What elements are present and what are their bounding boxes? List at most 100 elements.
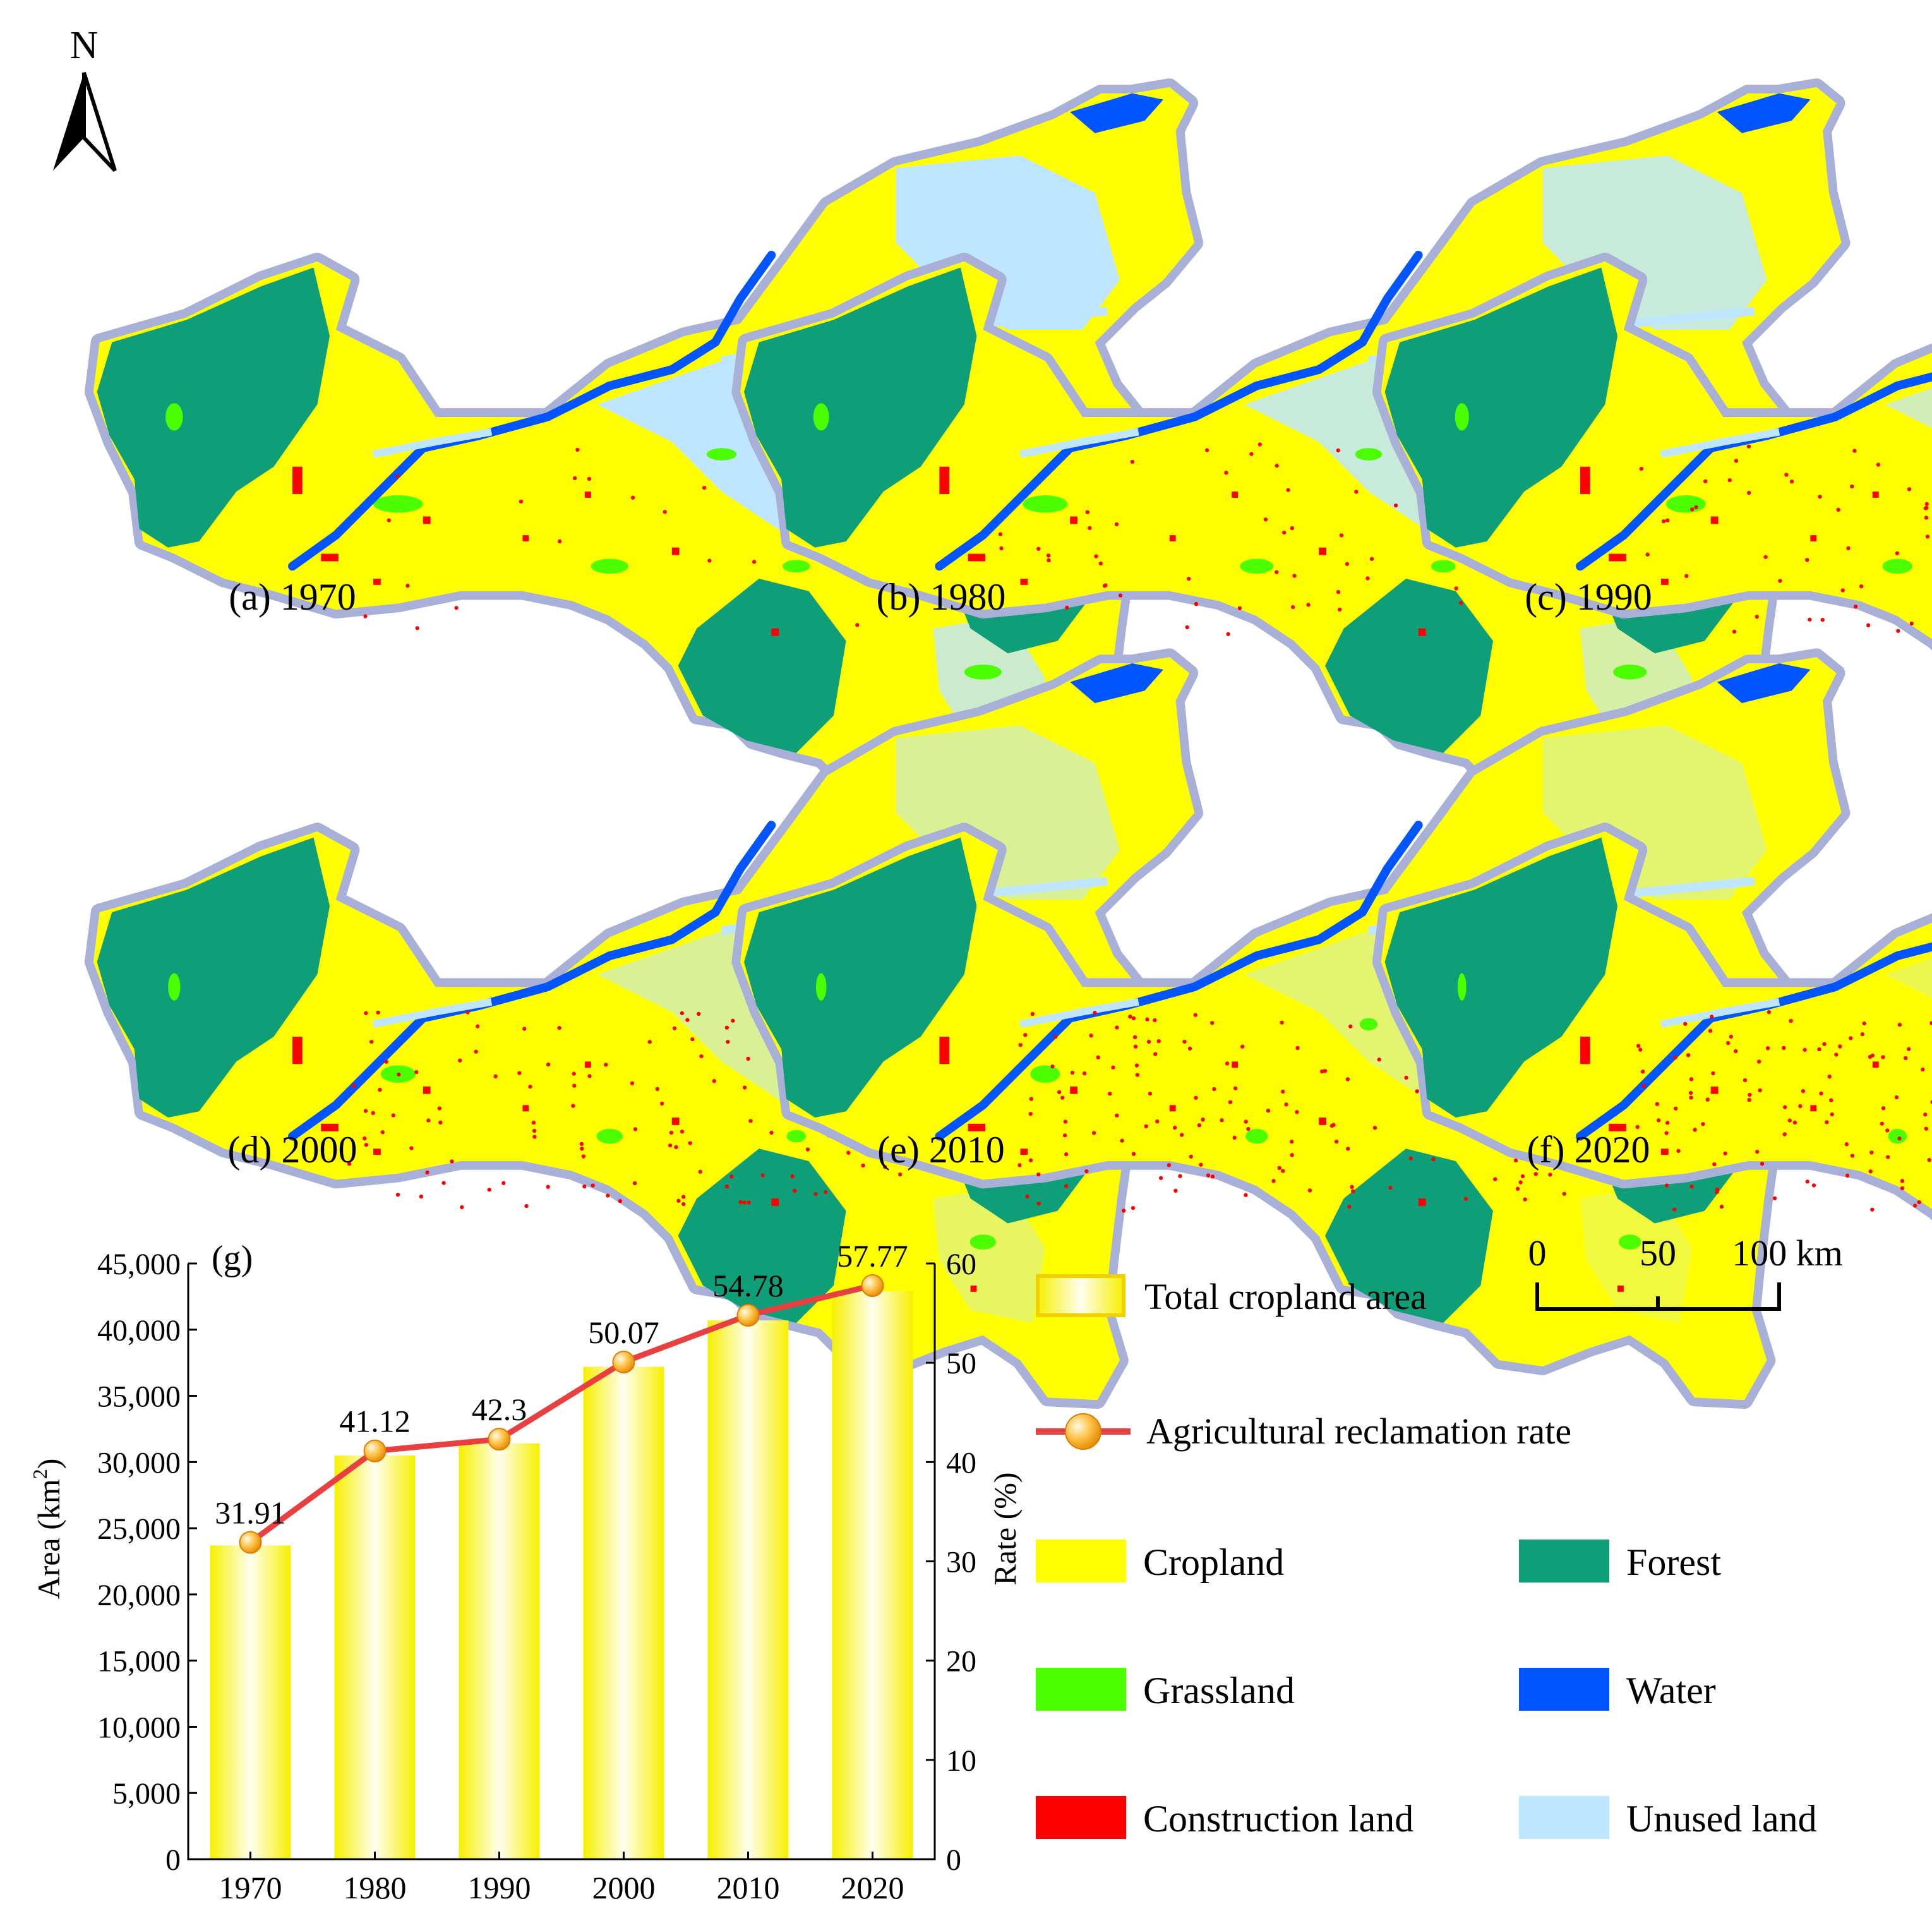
map-grassland	[1245, 1129, 1268, 1144]
map-construction-land	[1686, 1053, 1690, 1057]
map-construction-land	[1282, 531, 1286, 534]
map-construction-land	[1803, 1048, 1806, 1052]
map-construction-land	[1689, 1095, 1693, 1099]
map-construction-land	[1345, 562, 1349, 566]
map-construction-land	[384, 1060, 388, 1064]
map-construction-land	[1873, 491, 1879, 498]
map-construction-land	[1870, 1208, 1874, 1212]
map-construction-land	[1182, 1040, 1186, 1044]
map-construction-land	[697, 1012, 700, 1016]
rate-label-2000: 50.07	[588, 1315, 659, 1350]
map-construction-land	[1617, 1286, 1624, 1292]
map-construction-land	[1924, 506, 1928, 510]
map-construction-land	[999, 546, 1003, 550]
map-construction-land	[1232, 1061, 1238, 1068]
map-construction-land	[292, 467, 303, 494]
bar-2000	[584, 1366, 664, 1859]
map-construction-land	[681, 1195, 685, 1198]
map-construction-land	[425, 1171, 429, 1174]
map-construction-land	[1025, 1195, 1029, 1198]
map-construction-land	[1083, 1071, 1086, 1075]
map-construction-land	[1755, 615, 1759, 618]
map-construction-land	[1829, 1098, 1833, 1102]
map-construction-land	[731, 1019, 735, 1023]
map-construction-land	[1917, 1200, 1921, 1204]
map-construction-land	[1290, 526, 1294, 530]
bar-1990	[459, 1444, 540, 1859]
map-construction-land	[1153, 1018, 1156, 1022]
map-construction-land	[1638, 1048, 1642, 1052]
north-arrow: N	[53, 24, 115, 171]
map-construction-land	[1291, 605, 1295, 609]
chart-panel-label: (g)	[212, 1239, 253, 1278]
map-construction-land	[748, 1119, 752, 1123]
map-construction-land	[1755, 1150, 1759, 1154]
map-construction-land	[1036, 547, 1040, 551]
map-grassland	[707, 448, 736, 461]
map-construction-land	[1708, 1029, 1712, 1033]
y-axis-right-label: Rate (%)	[987, 1472, 1023, 1585]
map-construction-land	[557, 1026, 561, 1030]
map-construction-land	[409, 1146, 413, 1150]
map-grassland	[1360, 1018, 1377, 1030]
map-construction-land	[392, 1113, 395, 1117]
map-construction-land	[405, 584, 409, 588]
y2-tick-label: 10	[946, 1744, 976, 1778]
map-construction-land	[1210, 1021, 1214, 1025]
map-construction-land	[438, 1106, 441, 1110]
map-grassland	[1666, 495, 1706, 513]
y2-tick-label: 30	[946, 1546, 976, 1579]
map-construction-land	[672, 548, 680, 555]
map-construction-land	[1783, 1106, 1787, 1109]
map-construction-land	[1194, 602, 1198, 606]
map-construction-land	[660, 1102, 664, 1106]
map-construction-land	[364, 1109, 368, 1112]
map-construction-land	[1810, 535, 1816, 541]
map-construction-land	[1900, 1179, 1904, 1183]
map-construction-land	[1047, 553, 1050, 557]
map-construction-land	[1821, 618, 1825, 622]
map-construction-land	[396, 1193, 400, 1197]
map-construction-land	[680, 1011, 684, 1015]
map-construction-land	[1657, 1118, 1660, 1122]
map-construction-land	[1023, 1033, 1027, 1037]
map-construction-land	[1758, 1088, 1762, 1092]
map-construction-land	[1672, 1207, 1676, 1211]
map-construction-land	[1793, 1121, 1797, 1124]
map-construction-land	[702, 486, 706, 490]
chart-axes	[188, 1263, 935, 1859]
map-construction-land	[898, 1173, 902, 1176]
legend-label-construction: Construction land	[1143, 1798, 1413, 1840]
map-construction-land	[738, 1200, 742, 1204]
map-construction-land	[1290, 1153, 1294, 1157]
map-construction-land	[1148, 1092, 1152, 1095]
map-construction-land	[1732, 630, 1736, 634]
map-construction-land	[1904, 1056, 1907, 1060]
map-construction-land	[1064, 1184, 1068, 1188]
map-construction-land	[1924, 1127, 1928, 1131]
map-construction-land	[1862, 1022, 1866, 1025]
map-construction-land	[364, 1143, 368, 1147]
map-construction-land	[1086, 510, 1089, 514]
map-construction-land	[1377, 1058, 1381, 1061]
map-construction-land	[1819, 1092, 1823, 1095]
panel-label-f: (f) 2020	[1527, 1129, 1650, 1171]
y-axis-left-label: Area (km2)	[28, 1459, 66, 1600]
map-construction-land	[1093, 1011, 1096, 1015]
map-construction-land	[1689, 1185, 1693, 1188]
map-construction-land	[1782, 1046, 1785, 1050]
map-construction-land	[1178, 1174, 1182, 1178]
map-construction-land	[373, 1148, 381, 1155]
scale-bar-tick-label: 50	[1640, 1233, 1676, 1274]
map-construction-land	[1805, 558, 1809, 562]
map-construction-land	[1019, 1043, 1023, 1047]
map-construction-land	[673, 1027, 676, 1030]
map-construction-land	[699, 1054, 703, 1058]
map-construction-land	[1734, 459, 1738, 462]
map-grassland	[964, 665, 1002, 680]
y-tick-label: 0	[165, 1843, 181, 1877]
map-construction-land	[1693, 1128, 1696, 1131]
map-construction-land	[1665, 1121, 1669, 1124]
map-grassland	[1355, 448, 1383, 461]
map-construction-land	[1419, 629, 1426, 636]
